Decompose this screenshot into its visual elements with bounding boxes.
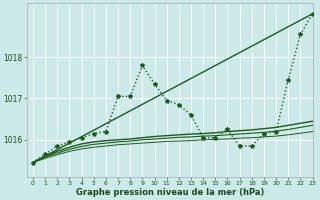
X-axis label: Graphe pression niveau de la mer (hPa): Graphe pression niveau de la mer (hPa): [76, 188, 264, 197]
